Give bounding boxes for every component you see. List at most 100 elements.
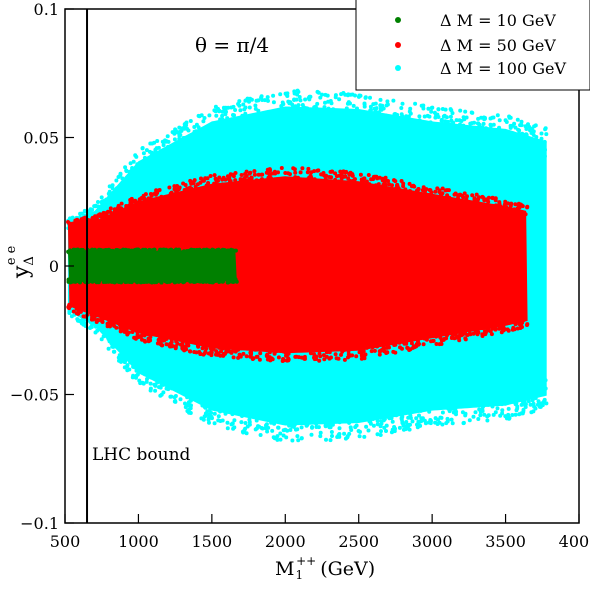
data-point <box>491 115 496 120</box>
data-point <box>186 401 191 406</box>
data-point <box>467 418 472 423</box>
data-point <box>194 392 199 397</box>
data-point <box>433 329 438 333</box>
data-point <box>350 339 354 344</box>
data-point <box>152 327 156 332</box>
data-point <box>454 409 459 414</box>
data-point <box>298 346 303 351</box>
data-point <box>249 97 254 102</box>
data-point <box>381 418 386 423</box>
x-tick-label: 1500 <box>191 532 232 551</box>
data-point <box>211 248 216 253</box>
data-point <box>411 334 416 339</box>
data-point <box>271 100 276 105</box>
data-point <box>374 183 378 188</box>
data-point <box>282 405 287 410</box>
data-point <box>272 124 277 129</box>
data-point <box>497 326 502 331</box>
data-point <box>440 186 445 191</box>
data-point <box>533 396 538 401</box>
data-point <box>270 347 275 352</box>
data-point <box>305 106 310 111</box>
data-point <box>410 419 415 424</box>
data-point <box>227 120 232 125</box>
data-point <box>195 343 200 348</box>
data-point <box>242 107 247 112</box>
data-point <box>481 121 486 126</box>
data-point <box>378 97 383 102</box>
data-point <box>450 335 454 340</box>
data-point <box>337 434 342 439</box>
data-point <box>408 189 412 193</box>
data-point <box>220 182 225 187</box>
data-point <box>390 419 395 424</box>
data-point <box>104 210 109 215</box>
data-point <box>231 129 236 134</box>
data-point <box>174 279 179 284</box>
data-point <box>285 94 290 98</box>
data-point <box>375 422 380 427</box>
data-point <box>400 101 405 106</box>
data-point <box>478 137 483 141</box>
data-point <box>202 414 207 419</box>
data-point <box>526 138 531 143</box>
data-point <box>159 280 164 285</box>
data-point <box>389 430 394 435</box>
data-point <box>192 396 197 401</box>
data-point <box>309 170 314 175</box>
data-point <box>443 119 448 124</box>
legend-label-50: Δ M = 50 GeV <box>440 36 556 55</box>
data-point <box>383 113 388 118</box>
data-point <box>300 103 305 107</box>
data-point <box>346 341 351 346</box>
data-point <box>358 341 363 346</box>
data-point <box>430 391 435 396</box>
data-point <box>463 200 468 205</box>
data-point <box>426 333 431 338</box>
data-point <box>263 112 268 117</box>
data-point <box>461 115 466 120</box>
data-point <box>106 313 111 318</box>
data-point <box>347 344 352 349</box>
data-point <box>286 358 291 363</box>
data-point <box>464 115 469 120</box>
data-point <box>537 401 541 406</box>
data-point <box>358 172 363 177</box>
data-point <box>173 394 178 398</box>
data-point <box>165 134 170 139</box>
data-point <box>180 340 185 345</box>
data-point <box>260 172 265 177</box>
data-point <box>198 388 203 393</box>
data-point <box>343 417 348 422</box>
data-point <box>312 352 316 357</box>
data-point <box>258 184 263 189</box>
data-point <box>354 343 358 348</box>
data-point <box>97 248 102 253</box>
data-point <box>119 201 124 206</box>
data-point <box>183 121 188 126</box>
data-point <box>178 198 183 203</box>
data-point <box>490 393 495 397</box>
data-point <box>97 212 102 217</box>
data-point <box>205 176 210 181</box>
data-point <box>106 346 111 351</box>
data-point <box>522 317 526 322</box>
data-point <box>496 317 501 322</box>
data-point <box>87 221 92 226</box>
data-point <box>96 220 101 225</box>
data-point <box>433 420 438 425</box>
data-point <box>322 415 327 420</box>
data-point <box>169 337 174 342</box>
data-point <box>73 219 78 224</box>
data-point <box>187 278 192 283</box>
data-point <box>119 185 124 190</box>
data-point <box>516 386 521 391</box>
data-point <box>427 409 432 414</box>
data-point <box>290 113 295 118</box>
data-point <box>278 431 283 436</box>
data-point <box>253 106 258 111</box>
data-point <box>495 406 500 411</box>
data-point <box>331 115 336 120</box>
data-point <box>342 357 347 362</box>
data-point <box>283 412 288 417</box>
